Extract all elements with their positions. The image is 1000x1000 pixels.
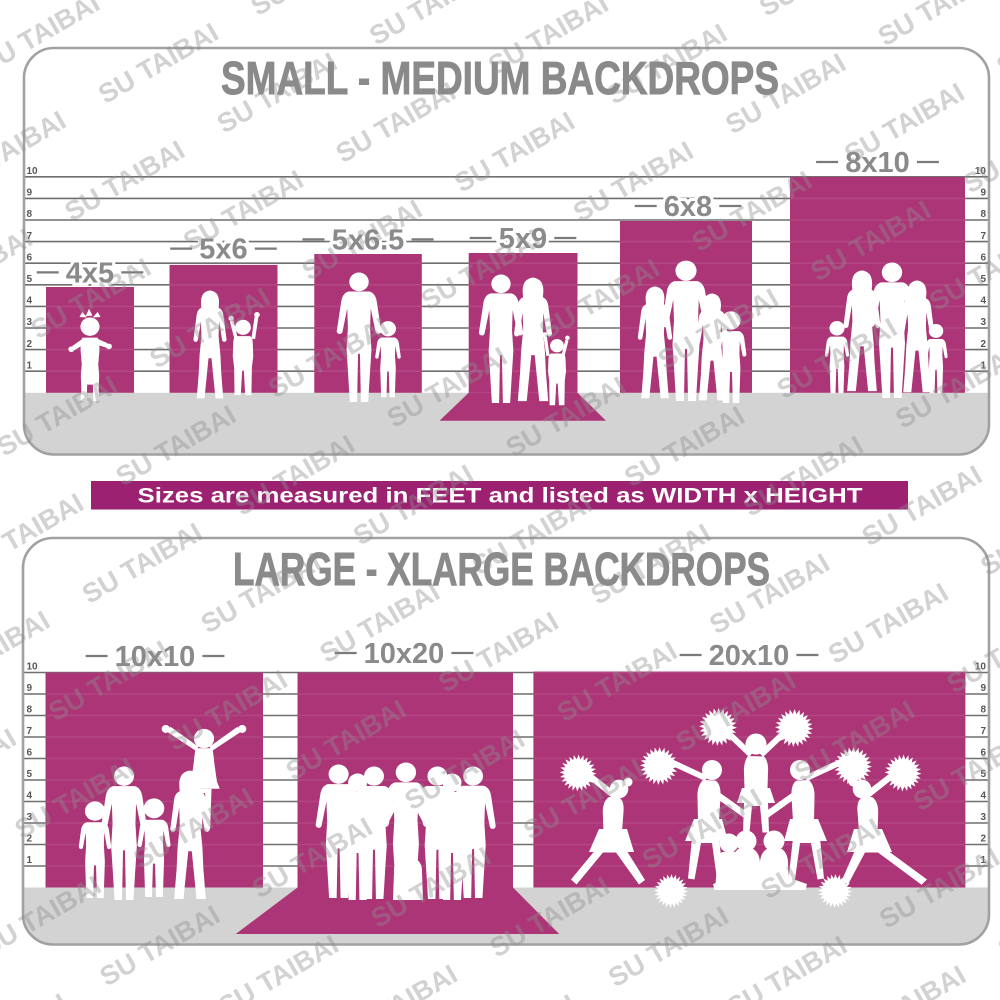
- svg-text:2: 2: [980, 834, 986, 845]
- svg-text:10x20: 10x20: [364, 638, 445, 670]
- svg-text:10: 10: [975, 166, 987, 177]
- svg-text:7: 7: [980, 726, 986, 737]
- svg-text:10: 10: [975, 662, 987, 673]
- svg-text:9: 9: [980, 683, 986, 694]
- svg-text:8: 8: [27, 209, 33, 220]
- svg-text:4: 4: [27, 296, 33, 307]
- svg-text:9: 9: [980, 188, 986, 199]
- svg-text:6: 6: [980, 252, 986, 263]
- svg-text:2: 2: [27, 339, 33, 350]
- svg-text:8x10: 8x10: [845, 147, 910, 179]
- svg-text:1: 1: [27, 855, 33, 866]
- svg-text:4: 4: [980, 296, 986, 307]
- svg-text:3: 3: [980, 812, 986, 823]
- svg-text:7: 7: [27, 231, 33, 242]
- svg-text:3: 3: [27, 812, 33, 823]
- svg-text:1: 1: [27, 360, 33, 371]
- svg-text:10x10: 10x10: [115, 641, 196, 673]
- svg-text:4: 4: [980, 791, 986, 802]
- svg-text:5: 5: [980, 769, 986, 780]
- svg-text:5: 5: [27, 274, 33, 285]
- svg-text:9: 9: [27, 683, 33, 694]
- svg-text:LARGE - XLARGE BACKDROPS: LARGE - XLARGE BACKDROPS: [233, 543, 770, 595]
- svg-text:4x5: 4x5: [66, 257, 114, 289]
- svg-text:10: 10: [27, 662, 39, 673]
- svg-text:5x6: 5x6: [199, 234, 247, 266]
- svg-text:4: 4: [27, 791, 33, 802]
- svg-text:5x9: 5x9: [499, 223, 547, 255]
- svg-text:5: 5: [27, 769, 33, 780]
- svg-text:6x8: 6x8: [664, 191, 712, 223]
- svg-text:2: 2: [980, 339, 986, 350]
- svg-text:10: 10: [27, 166, 39, 177]
- svg-text:1: 1: [980, 855, 986, 866]
- svg-text:5: 5: [980, 274, 986, 285]
- svg-text:8: 8: [27, 705, 33, 716]
- svg-text:3: 3: [980, 317, 986, 328]
- svg-text:SMALL - MEDIUM BACKDROPS: SMALL - MEDIUM BACKDROPS: [221, 52, 779, 104]
- svg-text:7: 7: [980, 231, 986, 242]
- svg-text:8: 8: [980, 209, 986, 220]
- svg-text:2: 2: [27, 834, 33, 845]
- svg-text:20x10: 20x10: [709, 640, 790, 672]
- svg-text:6: 6: [980, 748, 986, 759]
- svg-text:7: 7: [27, 726, 33, 737]
- svg-text:1: 1: [980, 360, 986, 371]
- svg-text:3: 3: [27, 317, 33, 328]
- svg-text:8: 8: [980, 705, 986, 716]
- svg-text:Sizes are measured in FEET and: Sizes are measured in FEET and listed as…: [138, 484, 863, 508]
- svg-text:5x6.5: 5x6.5: [332, 224, 405, 256]
- svg-text:6: 6: [27, 252, 33, 263]
- svg-text:6: 6: [27, 748, 33, 759]
- svg-text:9: 9: [27, 188, 33, 199]
